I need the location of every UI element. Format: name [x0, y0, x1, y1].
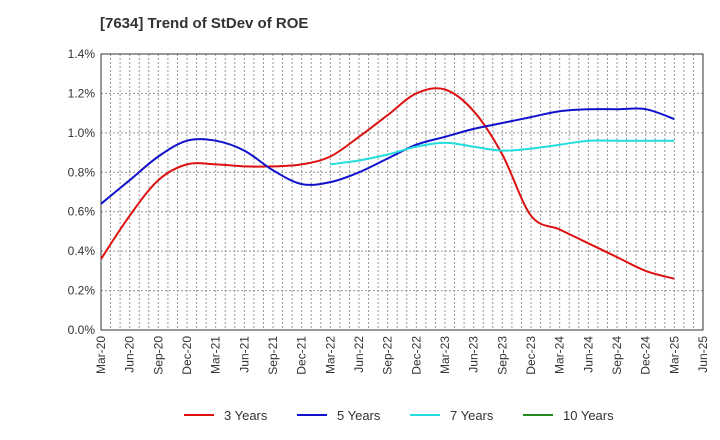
legend-label: 10 Years [563, 408, 614, 423]
y-tick-label: 0.2% [68, 284, 96, 298]
series-line-3-years [100, 87, 675, 280]
legend: 3 Years 5 Years 7 Years 10 Years [184, 408, 614, 423]
y-tick-label: 0.4% [68, 244, 96, 258]
x-tick-label: Dec-23 [524, 336, 538, 375]
y-tick-label: 1.2% [68, 86, 96, 100]
x-tick-label: Dec-20 [180, 336, 194, 375]
x-tick-label: Jun-21 [237, 336, 251, 373]
legend-item-3-years: 3 Years [184, 408, 268, 423]
x-tick-label: Jun-25 [696, 336, 710, 373]
y-tick-label: 0.0% [68, 323, 96, 337]
x-tick-label: Dec-22 [409, 336, 423, 375]
legend-item-7-years: 7 Years [410, 408, 494, 423]
x-tick-label: Mar-23 [438, 336, 452, 374]
x-tick-label: Sep-20 [151, 336, 165, 375]
chart-title: [7634] Trend of StDev of ROE [100, 15, 308, 32]
x-tick-label: Dec-21 [295, 336, 309, 375]
x-tick-label: Mar-22 [323, 336, 337, 374]
legend-label: 3 Years [224, 408, 268, 423]
x-tick-label: Mar-25 [667, 336, 681, 374]
y-tick-label: 0.6% [68, 205, 96, 219]
plot-area: 0.0% 0.2% 0.4% 0.6% 0.8% 1.0% 1.2% 1.4% Mar-20 Ju… [68, 47, 710, 375]
legend-label: 7 Years [450, 408, 494, 423]
x-tick-label: Mar-20 [94, 336, 108, 374]
x-tick-label: Jun-23 [467, 336, 481, 373]
series-line-7-years [330, 139, 675, 166]
x-tick-label: Jun-24 [581, 336, 595, 373]
x-tick-label: Dec-24 [639, 336, 653, 375]
plot-background [101, 54, 703, 330]
y-tick-label: 1.4% [68, 47, 96, 61]
legend-item-5-years: 5 Years [297, 408, 381, 423]
x-tick-label: Sep-21 [266, 336, 280, 375]
y-tick-label: 0.8% [68, 165, 96, 179]
x-tick-label: Mar-21 [209, 336, 223, 374]
x-tick-label: Sep-24 [610, 336, 624, 375]
x-tick-label: Sep-23 [495, 336, 509, 375]
series-line-5-years [100, 107, 675, 205]
x-tick-label: Jun-22 [352, 336, 366, 373]
legend-item-10-years: 10 Years [523, 408, 614, 423]
legend-label: 5 Years [337, 408, 381, 423]
x-tick-label: Mar-24 [553, 336, 567, 374]
x-tick-label: Sep-22 [381, 336, 395, 375]
x-tick-label: Jun-20 [123, 336, 137, 373]
plot-frame [100, 53, 704, 331]
y-tick-label: 1.0% [68, 126, 96, 140]
